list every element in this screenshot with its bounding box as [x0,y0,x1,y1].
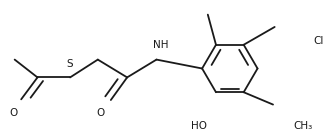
Text: CH₃: CH₃ [293,121,313,131]
Text: NH: NH [153,40,168,50]
Text: O: O [9,108,18,118]
Text: Cl: Cl [313,36,323,46]
Text: HO: HO [191,121,207,131]
Text: S: S [67,59,73,69]
Text: O: O [96,108,105,118]
